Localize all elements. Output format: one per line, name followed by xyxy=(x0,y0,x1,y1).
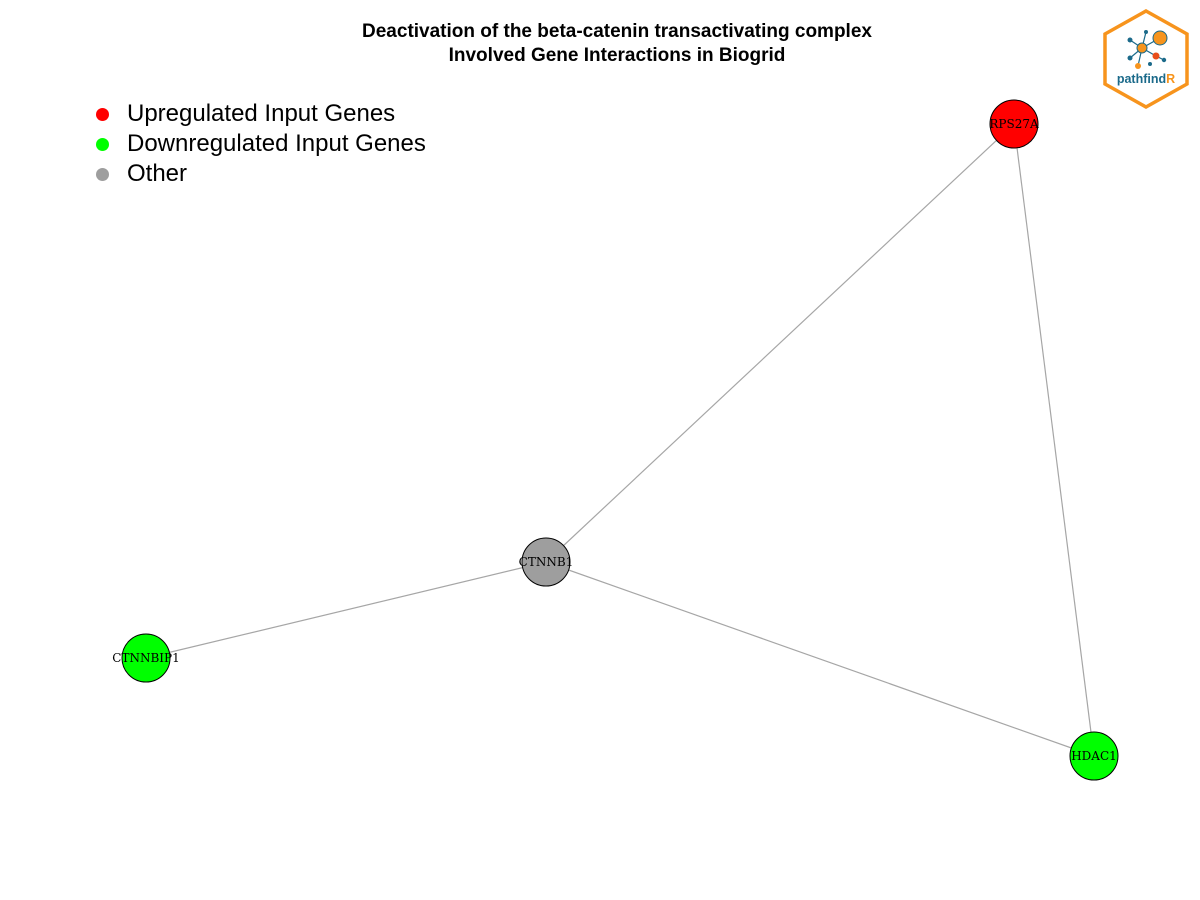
legend-item-other: Other xyxy=(96,159,426,189)
nodes-layer: RPS27A CTNNB1 CTNNBIP1 HDAC1 xyxy=(112,99,1119,781)
logo-text-main: pathfind xyxy=(1117,72,1166,86)
edge-ctnnb1-hdac1 xyxy=(545,561,1095,757)
node-ctnnb1[interactable]: CTNNB1 xyxy=(519,537,574,587)
logo-text-accent: R xyxy=(1166,72,1175,86)
legend-item-downregulated: Downregulated Input Genes xyxy=(96,129,426,159)
edge-rps27a-hdac1 xyxy=(1013,123,1095,757)
node-label-rps27a: RPS27A xyxy=(989,117,1039,131)
edge-ctnnb1-rps27a xyxy=(545,123,1015,563)
node-circle-ctnnbip1[interactable] xyxy=(121,633,171,683)
edges-layer xyxy=(145,123,1095,757)
legend: Upregulated Input Genes Downregulated In… xyxy=(96,99,426,189)
legend-label-upregulated: Upregulated Input Genes xyxy=(127,100,396,127)
legend-label-downregulated: Downregulated Input Genes xyxy=(127,130,426,157)
node-ctnnbip1[interactable]: CTNNBIP1 xyxy=(112,633,180,683)
title-line-1: Deactivation of the beta-catenin transac… xyxy=(362,21,872,42)
title-line-2: Involved Gene Interactions in Biogrid xyxy=(448,45,786,66)
pathfindr-logo: pathfindR xyxy=(1103,8,1189,110)
chart-title: Deactivation of the beta-catenin transac… xyxy=(0,20,1200,68)
legend-dot-downregulated xyxy=(96,137,109,151)
logo-hexagon xyxy=(1103,8,1189,110)
node-hdac1[interactable]: HDAC1 xyxy=(1069,731,1119,781)
node-circle-rps27a[interactable] xyxy=(989,99,1039,149)
node-rps27a[interactable]: RPS27A xyxy=(989,99,1039,149)
node-label-ctnnbip1: CTNNBIP1 xyxy=(112,651,179,665)
legend-dot-upregulated xyxy=(96,107,109,121)
legend-label-other: Other xyxy=(127,160,188,187)
edge-ctnnb1-ctnnbip1 xyxy=(145,561,547,659)
legend-item-upregulated: Upregulated Input Genes xyxy=(96,99,426,129)
node-label-hdac1: HDAC1 xyxy=(1071,749,1117,763)
node-circle-ctnnb1[interactable] xyxy=(521,537,571,587)
node-label-ctnnb1: CTNNB1 xyxy=(519,555,574,569)
logo-wordmark: pathfindR xyxy=(1117,72,1175,86)
legend-dot-other xyxy=(96,167,109,181)
logo-network-icon xyxy=(1127,30,1168,69)
node-circle-hdac1[interactable] xyxy=(1069,731,1119,781)
